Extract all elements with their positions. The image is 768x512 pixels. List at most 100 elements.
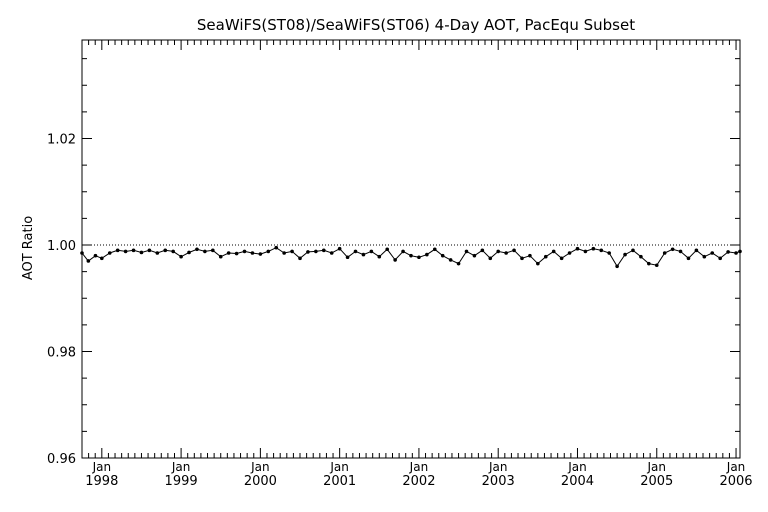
data-point bbox=[93, 253, 98, 258]
data-point bbox=[718, 256, 722, 261]
y-tick-label: 0.96 bbox=[47, 452, 76, 467]
y-tick-label: 0.98 bbox=[47, 346, 76, 361]
x-tick-month-label: Jan bbox=[409, 460, 429, 474]
data-point bbox=[686, 256, 691, 261]
x-tick-year-label: 2003 bbox=[482, 474, 515, 489]
data-point bbox=[631, 248, 635, 253]
data-point bbox=[432, 247, 437, 252]
data-point bbox=[80, 251, 84, 255]
data-point bbox=[321, 248, 326, 253]
data-point bbox=[694, 248, 699, 253]
data-point bbox=[86, 259, 91, 263]
data-point bbox=[456, 261, 461, 266]
data-point bbox=[171, 249, 175, 254]
data-point bbox=[369, 249, 374, 254]
data-point bbox=[464, 249, 469, 254]
data-point bbox=[298, 256, 302, 261]
data-point bbox=[353, 249, 358, 254]
x-tick-year-label: 2002 bbox=[402, 474, 435, 489]
data-point bbox=[639, 254, 643, 259]
data-point bbox=[425, 252, 429, 257]
data-point bbox=[567, 251, 572, 255]
data-point bbox=[377, 254, 382, 259]
data-point bbox=[551, 249, 556, 254]
data-point bbox=[163, 248, 168, 253]
x-tick-year-label: 2005 bbox=[640, 474, 673, 489]
data-point bbox=[543, 254, 548, 259]
y-axis-label: AOT Ratio bbox=[21, 216, 36, 280]
data-point bbox=[401, 249, 405, 254]
chart-title: SeaWiFS(ST08)/SeaWiFS(ST06) 4-Day AOT, P… bbox=[197, 16, 635, 34]
data-point bbox=[734, 251, 738, 255]
x-tick-year-label: 2001 bbox=[323, 474, 356, 489]
data-point bbox=[536, 261, 540, 266]
data-point bbox=[575, 246, 580, 251]
data-point bbox=[504, 251, 508, 255]
data-point bbox=[139, 250, 144, 255]
data-point bbox=[702, 254, 707, 259]
data-point bbox=[282, 251, 286, 255]
x-axis-ticks: Jan1998Jan1999Jan2000Jan2001Jan2002Jan20… bbox=[81, 40, 753, 489]
data-point bbox=[107, 251, 112, 255]
data-point bbox=[591, 246, 596, 251]
data-point bbox=[123, 249, 128, 254]
data-point bbox=[615, 264, 619, 269]
x-tick-year-label: 1998 bbox=[85, 474, 118, 489]
data-point bbox=[266, 249, 271, 254]
x-tick-month-label: Jan bbox=[171, 460, 191, 474]
x-tick-year-label: 2006 bbox=[719, 474, 752, 489]
data-point bbox=[480, 248, 485, 253]
data-point bbox=[710, 251, 715, 255]
data-point bbox=[242, 249, 247, 254]
data-point bbox=[647, 261, 651, 266]
data-point bbox=[678, 249, 683, 254]
data-point bbox=[520, 256, 524, 261]
data-point bbox=[155, 251, 160, 255]
data-point bbox=[329, 251, 334, 255]
x-tick-month-label: Jan bbox=[647, 460, 667, 474]
data-point bbox=[440, 253, 445, 258]
x-tick-month-label: Jan bbox=[726, 460, 746, 474]
data-point bbox=[290, 249, 294, 254]
data-point bbox=[226, 251, 231, 255]
data-point bbox=[488, 256, 493, 261]
data-point bbox=[385, 247, 390, 252]
x-tick-year-label: 1999 bbox=[165, 474, 198, 489]
x-tick-month-label: Jan bbox=[488, 460, 508, 474]
data-point bbox=[179, 254, 183, 259]
y-axis-ticks: 0.96 0.98 1.00 1.02 bbox=[47, 58, 740, 467]
data-point bbox=[234, 251, 239, 256]
data-point bbox=[583, 249, 588, 254]
data-point bbox=[409, 253, 413, 258]
data-point bbox=[417, 255, 421, 260]
data-point bbox=[726, 250, 730, 254]
data-point bbox=[738, 249, 742, 254]
data-point bbox=[599, 248, 604, 253]
data-point bbox=[218, 254, 223, 259]
data-point bbox=[195, 247, 199, 252]
data-point bbox=[306, 250, 310, 254]
y-tick-label: 1.02 bbox=[47, 133, 76, 148]
data-point bbox=[100, 256, 104, 261]
data-point bbox=[115, 248, 120, 253]
y-tick-label: 1.00 bbox=[47, 239, 76, 254]
x-tick-month-label: Jan bbox=[250, 460, 270, 474]
data-point bbox=[361, 252, 366, 257]
series-points bbox=[80, 245, 742, 269]
data-point bbox=[147, 248, 152, 253]
data-point bbox=[623, 252, 627, 257]
data-point bbox=[131, 248, 136, 253]
data-point bbox=[662, 251, 667, 255]
x-tick-year-label: 2000 bbox=[244, 474, 277, 489]
data-point bbox=[211, 248, 215, 253]
data-point bbox=[654, 263, 659, 268]
x-tick-month-label: Jan bbox=[567, 460, 587, 474]
data-point bbox=[448, 258, 453, 262]
data-point bbox=[607, 251, 611, 255]
data-point bbox=[496, 249, 501, 254]
x-tick-month-label: Jan bbox=[329, 460, 349, 474]
data-point bbox=[337, 246, 342, 251]
data-point bbox=[528, 253, 532, 258]
data-point bbox=[274, 245, 279, 250]
